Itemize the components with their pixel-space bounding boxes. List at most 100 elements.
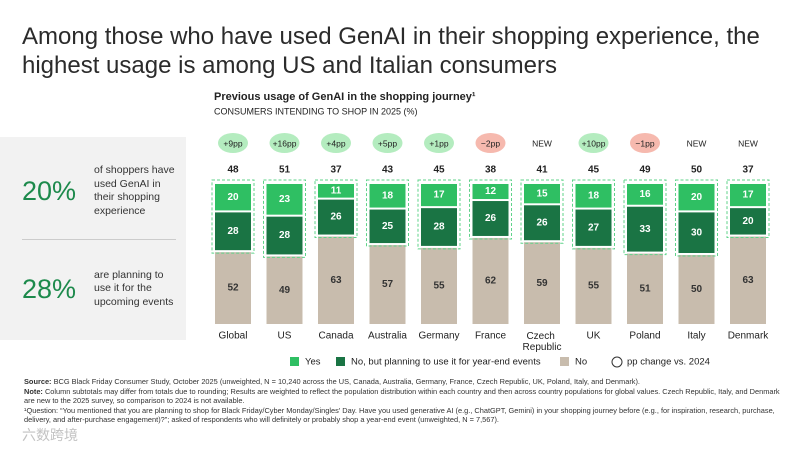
legend-label: pp change vs. 2024 bbox=[627, 357, 710, 368]
bar-segment bbox=[678, 255, 715, 324]
bar-segment bbox=[215, 252, 251, 324]
segment-label: 33 bbox=[639, 224, 651, 235]
segment-label: 63 bbox=[330, 275, 342, 286]
segment-label: 17 bbox=[742, 190, 754, 201]
note-text: ¹Question: “You mentioned that you are p… bbox=[24, 405, 775, 425]
segment-label: 27 bbox=[588, 222, 600, 233]
segment-label: 30 bbox=[691, 227, 703, 238]
bar-segment bbox=[318, 236, 354, 324]
change-label: NEW bbox=[687, 138, 707, 148]
x-tick-label: Global bbox=[219, 331, 248, 342]
bar-segment bbox=[369, 209, 406, 244]
segment-label: 49 bbox=[279, 285, 291, 296]
stat: 28% are planning to use it for the upcom… bbox=[0, 259, 186, 319]
stat-text: are planning to use it for the upcoming … bbox=[94, 268, 174, 308]
total-label: 43 bbox=[382, 165, 394, 176]
bar-segment bbox=[575, 247, 612, 324]
total-box bbox=[211, 179, 255, 254]
stats-panel: 20% of shoppers have used GenAI in their… bbox=[0, 137, 186, 340]
page-title: Among those who have used GenAI in their… bbox=[22, 23, 760, 79]
bar-segment bbox=[627, 253, 663, 324]
bar-segment bbox=[266, 184, 303, 215]
note: Note: Column subtotals may differ from t… bbox=[24, 387, 784, 406]
note-label: Source: bbox=[24, 377, 52, 386]
segment-label: 57 bbox=[382, 279, 394, 290]
change-label: +1pp bbox=[429, 138, 448, 148]
stat-value: 20% bbox=[22, 175, 77, 206]
total-box bbox=[417, 179, 461, 250]
segment-label: 51 bbox=[639, 283, 651, 294]
note: ¹Question: “You mentioned that you are p… bbox=[24, 406, 784, 425]
bar-segment bbox=[472, 237, 509, 324]
x-tick-label: Czech Republic bbox=[523, 331, 562, 353]
bar-segment bbox=[575, 184, 612, 208]
change-label: +4pp bbox=[326, 138, 345, 148]
segment-label: 28 bbox=[279, 230, 291, 241]
x-tick-label: Canada bbox=[318, 331, 353, 342]
note-text: BCG Black Friday Consumer Study, October… bbox=[53, 377, 640, 386]
total-label: 38 bbox=[485, 165, 497, 176]
segment-label: 28 bbox=[433, 222, 445, 233]
change-badge bbox=[424, 133, 454, 153]
bar-segment bbox=[369, 184, 406, 208]
x-tick-label: UK bbox=[587, 331, 601, 342]
change-badge bbox=[218, 133, 248, 153]
segment-label: 20 bbox=[691, 192, 703, 203]
total-label: 48 bbox=[227, 165, 239, 176]
segment-label: 50 bbox=[691, 284, 703, 295]
total-box bbox=[314, 179, 358, 239]
total-label: 45 bbox=[588, 165, 600, 176]
chart: Previous usage of GenAI in the shopping … bbox=[211, 91, 770, 368]
segment-label: 25 bbox=[382, 221, 394, 232]
x-tick-label: Poland bbox=[629, 331, 660, 342]
total-box bbox=[366, 179, 409, 247]
segment-label: 17 bbox=[433, 190, 445, 201]
total-label: 37 bbox=[330, 165, 342, 176]
segment-label: 20 bbox=[227, 192, 239, 203]
x-tick-label: Australia bbox=[368, 331, 407, 342]
change-label: −1pp bbox=[635, 138, 654, 148]
stat-value: 28% bbox=[22, 273, 77, 304]
total-label: 50 bbox=[691, 165, 703, 176]
bar-segment bbox=[421, 247, 457, 324]
bar-segment bbox=[266, 216, 303, 255]
bar-segment bbox=[575, 209, 612, 246]
total-label: 37 bbox=[742, 165, 754, 176]
change-badge bbox=[475, 133, 506, 153]
note-label: Note: bbox=[24, 386, 43, 396]
chart-title: Previous usage of GenAI in the shopping … bbox=[214, 91, 476, 103]
segment-label: 11 bbox=[331, 185, 342, 196]
total-box bbox=[263, 179, 306, 258]
segment-label: 62 bbox=[485, 276, 497, 287]
segment-label: 26 bbox=[330, 212, 342, 223]
legend-swatch bbox=[290, 357, 299, 366]
legend-label: No bbox=[575, 357, 587, 368]
segment-label: 26 bbox=[536, 217, 548, 228]
segment-label: 18 bbox=[588, 190, 600, 201]
change-label: +9pp bbox=[223, 138, 242, 148]
bar-segment bbox=[678, 212, 715, 253]
legend-swatch bbox=[560, 357, 569, 366]
bar-segment bbox=[627, 206, 663, 252]
change-label: −2pp bbox=[481, 138, 500, 148]
bar-segment bbox=[421, 184, 457, 207]
bar-segment bbox=[730, 236, 766, 324]
change-badge bbox=[630, 133, 660, 153]
segment-label: 15 bbox=[536, 188, 548, 199]
x-tick-label: Italy bbox=[687, 331, 705, 342]
segment-label: 12 bbox=[485, 186, 497, 197]
bar-segment bbox=[318, 199, 354, 235]
divider bbox=[22, 239, 176, 240]
legend-label: Yes bbox=[305, 357, 321, 368]
total-label: 51 bbox=[279, 165, 291, 176]
change-badge bbox=[372, 133, 403, 153]
change-badge bbox=[269, 133, 300, 153]
bar-segment bbox=[730, 184, 766, 207]
bar-segment bbox=[524, 184, 560, 204]
bar-segment bbox=[472, 184, 509, 200]
segment-label: 63 bbox=[742, 275, 754, 286]
change-label: +10pp bbox=[582, 138, 606, 148]
total-label: 49 bbox=[639, 165, 651, 176]
segment-label: 23 bbox=[279, 194, 291, 205]
